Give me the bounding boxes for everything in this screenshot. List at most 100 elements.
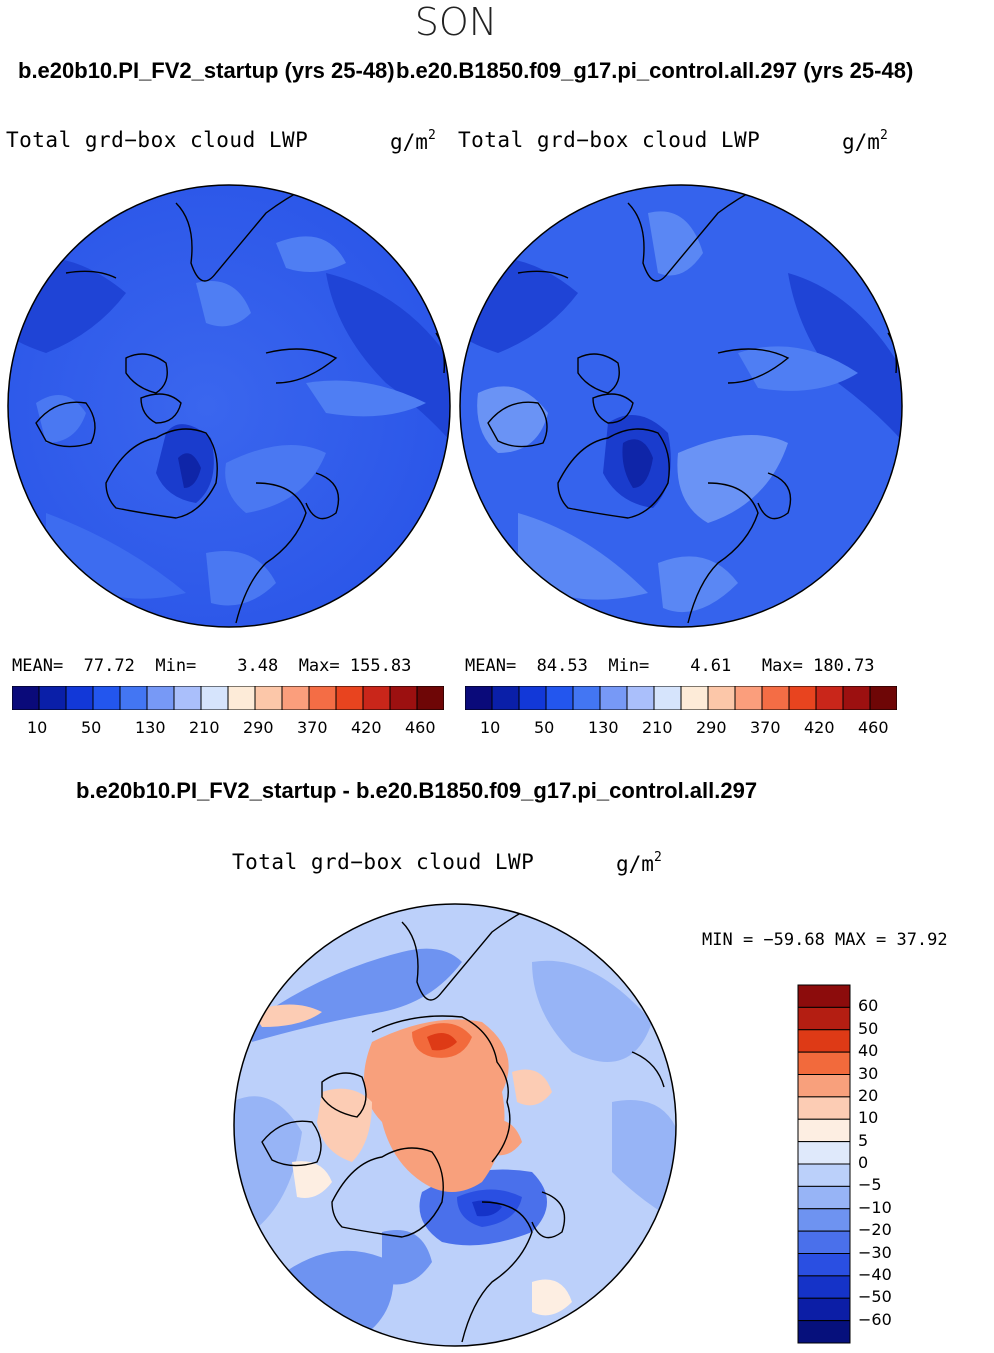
left-stats: MEAN= 77.72 Min= 3.48 Max= 155.83 — [12, 656, 412, 676]
colorbar-swatch — [797, 1006, 851, 1031]
colorbar-swatch — [465, 686, 493, 710]
colorbar-tick-label: −40 — [858, 1264, 892, 1284]
colorbar-tick-label: 20 — [858, 1085, 879, 1105]
right-colorbar — [465, 686, 897, 710]
colorbar-swatch — [797, 1141, 851, 1165]
right-case-title: b.e20.B1850.f09_g17.pi_control.all.297 (… — [396, 58, 914, 83]
colorbar-tick-label: −10 — [858, 1197, 892, 1217]
left-case-title: b.e20b10.PI_FV2_startup (yrs 25-48) — [18, 58, 395, 83]
colorbar-swatch — [815, 686, 844, 710]
colorbar-tick-label: 40 — [858, 1041, 879, 1061]
difference-title: b.e20b10.PI_FV2_startup - b.e20.B1850.f0… — [76, 778, 758, 803]
colorbar-swatch — [797, 1118, 851, 1143]
colorbar-swatch — [797, 1297, 851, 1322]
colorbar-swatch — [200, 686, 229, 710]
colorbar-swatch — [707, 686, 736, 710]
season-title: SON — [414, 0, 498, 44]
colorbar-swatch — [788, 686, 817, 710]
colorbar-swatch — [680, 686, 709, 710]
colorbar-swatch — [869, 686, 897, 710]
colorbar-tick-label: 420 — [804, 718, 835, 737]
left-colorbar — [12, 686, 444, 710]
colorbar-swatch — [518, 686, 547, 710]
colorbar-swatch — [842, 686, 871, 710]
colorbar-swatch — [653, 686, 682, 710]
colorbar-tick-label: 130 — [135, 718, 166, 737]
colorbar-tick-label: 10 — [858, 1108, 879, 1128]
colorbar-tick-label: 210 — [189, 718, 220, 737]
diff-variable-label: Total grd−box cloud LWP — [232, 850, 535, 874]
colorbar-swatch — [254, 686, 283, 710]
colorbar-tick-label: −50 — [858, 1287, 892, 1307]
colorbar-tick-label: 10 — [27, 718, 48, 737]
colorbar-tick-label: −20 — [858, 1220, 892, 1240]
left-colorbar-ticks: 10 50 130 210 290 370 420 460 — [12, 718, 444, 738]
colorbar-swatch — [545, 686, 574, 710]
colorbar-swatch — [65, 686, 94, 710]
colorbar-swatch — [797, 984, 851, 1008]
colorbar-tick-label: 460 — [405, 718, 436, 737]
colorbar-swatch — [797, 1275, 851, 1299]
colorbar-tick-label: 5 — [858, 1130, 869, 1150]
right-colorbar-ticks: 10 50 130 210 290 370 420 460 — [465, 718, 897, 738]
right-polar-map — [459, 184, 903, 628]
colorbar-swatch — [761, 686, 790, 710]
right-variable-label: Total grd−box cloud LWP — [458, 128, 761, 152]
colorbar-tick-label: 420 — [351, 718, 382, 737]
colorbar-swatch — [227, 686, 256, 710]
colorbar-swatch — [38, 686, 67, 710]
colorbar-tick-label: 0 — [858, 1153, 869, 1172]
colorbar-swatch — [12, 686, 40, 710]
colorbar-swatch — [173, 686, 202, 710]
colorbar-tick-label: 10 — [480, 718, 501, 737]
colorbar-tick-label: 290 — [243, 718, 274, 737]
colorbar-swatch — [146, 686, 175, 710]
difference-colorbar — [797, 984, 851, 1344]
colorbar-swatch — [491, 686, 520, 710]
colorbar-tick-label: 50 — [858, 1018, 879, 1038]
colorbar-swatch — [389, 686, 418, 710]
colorbar-swatch — [797, 1074, 851, 1098]
colorbar-swatch — [626, 686, 655, 710]
colorbar-swatch — [797, 1051, 851, 1075]
colorbar-swatch — [416, 686, 444, 710]
colorbar-tick-label: −60 — [858, 1309, 892, 1329]
colorbar-swatch — [308, 686, 337, 710]
right-units-label: g/m2 — [842, 128, 888, 154]
colorbar-swatch — [119, 686, 148, 710]
colorbar-swatch — [797, 1253, 851, 1277]
colorbar-swatch — [281, 686, 310, 710]
colorbar-tick-label: 130 — [588, 718, 619, 737]
difference-colorbar-ticks: 60 50 40 30 20 10 5 0 −5 −10 −20 −30 −40 −50 −60 — [858, 984, 938, 1344]
right-stats: MEAN= 84.53 Min= 4.61 Max= 180.73 — [465, 656, 875, 676]
left-variable-label: Total grd−box cloud LWP — [6, 128, 309, 152]
colorbar-tick-label: 370 — [297, 718, 328, 737]
colorbar-swatch — [797, 1185, 851, 1210]
colorbar-swatch — [797, 1163, 851, 1187]
colorbar-tick-label: 50 — [81, 718, 102, 737]
colorbar-swatch — [599, 686, 628, 710]
colorbar-tick-label: 460 — [858, 718, 889, 737]
colorbar-swatch — [572, 686, 601, 710]
colorbar-swatch — [797, 1320, 851, 1344]
colorbar-tick-label: 370 — [750, 718, 781, 737]
colorbar-tick-label: 290 — [696, 718, 727, 737]
colorbar-swatch — [335, 686, 364, 710]
left-units-label: g/m2 — [390, 128, 436, 154]
colorbar-tick-label: 30 — [858, 1063, 879, 1083]
colorbar-swatch — [797, 1208, 851, 1232]
colorbar-swatch — [797, 1029, 851, 1053]
left-polar-map — [7, 184, 451, 628]
colorbar-tick-label: 50 — [534, 718, 555, 737]
colorbar-tick-label: −5 — [858, 1175, 882, 1195]
difference-polar-map — [233, 903, 677, 1347]
colorbar-tick-label: −30 — [858, 1242, 892, 1262]
diff-minmax: MIN = −59.68 MAX = 37.92 — [702, 930, 948, 950]
colorbar-swatch — [734, 686, 763, 710]
colorbar-swatch — [92, 686, 121, 710]
colorbar-tick-label: 210 — [642, 718, 673, 737]
colorbar-tick-label: 60 — [858, 996, 879, 1016]
colorbar-swatch — [797, 1096, 851, 1120]
colorbar-swatch — [797, 1230, 851, 1254]
colorbar-swatch — [362, 686, 391, 710]
